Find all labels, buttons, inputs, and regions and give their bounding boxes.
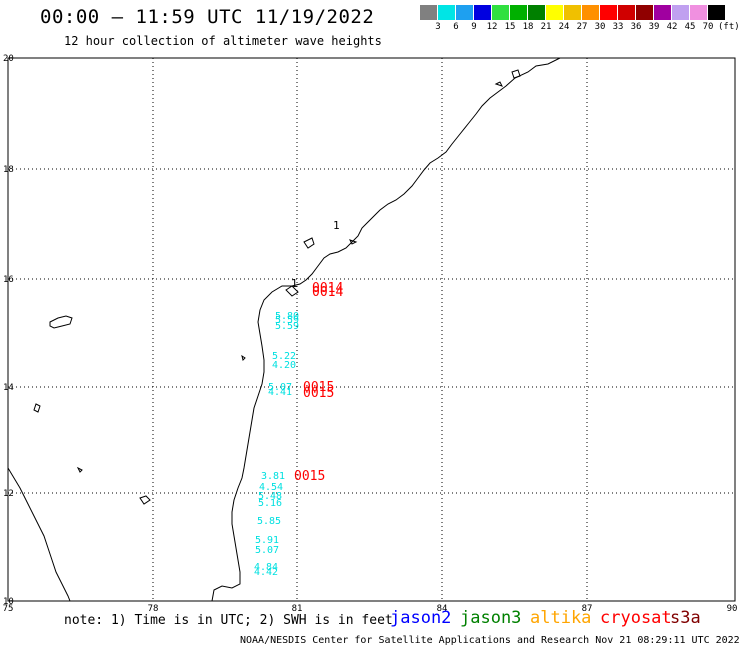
color-scale-label: 45 [684, 22, 696, 32]
color-swatch [708, 5, 726, 20]
color-scale-labels: 3 6 9 12 15 18 21 24 27 30 33 36 39 42 45 70 [420, 22, 740, 34]
wave-height-label: 5.91 [255, 535, 279, 546]
wave-height-label: 4.54 [259, 482, 283, 493]
color-scale-label: 15 [504, 22, 516, 32]
color-swatch [456, 5, 474, 20]
color-scale-label: 24 [558, 22, 570, 32]
color-swatch [654, 5, 672, 20]
lon-label: 78 [148, 604, 159, 614]
color-scale-label: 21 [540, 22, 552, 32]
color-scale-label: 12 [486, 22, 498, 32]
coastline [7, 57, 561, 602]
lon-label: 81 [292, 604, 303, 614]
wave-height-label: 3.81 [261, 471, 285, 482]
color-swatch [528, 5, 546, 20]
color-scale-unit: (ft) [718, 22, 740, 32]
lat-label: 14 [3, 383, 14, 393]
color-swatch [636, 5, 654, 20]
wave-height-label: 4.41 [268, 387, 292, 398]
color-swatch [618, 5, 636, 20]
satellite-legend-cryosat: cryosat [600, 608, 672, 628]
wave-height-label: 5.80 [275, 311, 299, 322]
wave-height-label: 5.22 [272, 351, 296, 362]
cryosat-label: 0014 [312, 281, 343, 296]
wave-height-label: 4.42 [254, 567, 278, 578]
page-title: 00:00 – 11:59 UTC 11/19/2022 [40, 6, 375, 28]
island-mark: 1 [291, 277, 298, 290]
color-swatch [492, 5, 510, 20]
island-mark: 1 [333, 219, 340, 232]
lon-label: 90 [727, 604, 738, 614]
cryosat-label: 0015 [303, 380, 334, 395]
island-marks: 11 [291, 219, 340, 290]
color-swatch [474, 5, 492, 20]
color-scale-label: 33 [612, 22, 624, 32]
color-swatch [510, 5, 528, 20]
lon-label: 75 [3, 604, 14, 614]
lat-label: 10 [3, 597, 14, 607]
footer-credit: NOAA/NESDIS Center for Satellite Applica… [240, 635, 740, 646]
color-scale-label: 18 [522, 22, 534, 32]
lon-label: 87 [582, 604, 593, 614]
wave-height-label: 5.48 [258, 491, 282, 502]
wave-height-label: 4.20 [272, 360, 296, 371]
color-swatch [672, 5, 690, 20]
cryosat-label: 0015 [294, 469, 325, 484]
color-scale [420, 5, 726, 20]
wave-height-label: 5.59 [275, 315, 299, 326]
color-scale-label: 42 [666, 22, 678, 32]
lat-label: 12 [3, 489, 14, 499]
wave-height-label: 5.07 [255, 545, 279, 556]
lat-label: 20 [3, 54, 14, 64]
color-scale-label: 70 [702, 22, 714, 32]
color-scale-label: 27 [576, 22, 588, 32]
wave-height-label: 4.84 [254, 562, 278, 573]
color-swatch [564, 5, 582, 20]
lon-axis-labels: 75 78 81 84 87 90 [3, 604, 738, 614]
wave-height-labels: 5.805.595.595.224.205.074.413.814.545.48… [254, 311, 299, 578]
color-scale-label: 30 [594, 22, 606, 32]
cryosat-label: 0014 [312, 285, 343, 300]
wave-height-label: 5.16 [258, 498, 282, 509]
satellite-legend-altika: altika [530, 608, 592, 628]
satellite-legend-jason2: jason2 [390, 608, 452, 628]
wave-height-label: 5.85 [257, 516, 281, 527]
color-swatch [690, 5, 708, 20]
color-scale-label: 39 [648, 22, 660, 32]
color-swatch [582, 5, 600, 20]
map-frame [7, 57, 736, 602]
map-grid [8, 58, 735, 601]
color-swatch [420, 5, 438, 20]
color-swatch [600, 5, 618, 20]
color-scale-label: 6 [453, 22, 459, 32]
lat-label: 18 [3, 165, 14, 175]
footer-note: note: 1) Time is in UTC; 2) SWH is in fe… [64, 613, 393, 628]
lat-axis-labels: 20 18 16 14 12 10 [3, 54, 14, 607]
satellite-legend-s3a: s3a [670, 608, 701, 628]
satellite-legend-jason3: jason3 [460, 608, 522, 628]
page-subtitle: 12 hour collection of altimeter wave hei… [64, 34, 382, 48]
color-scale-label: 9 [471, 22, 477, 32]
lon-label: 84 [437, 604, 448, 614]
cryosat-label: 0015 [303, 386, 334, 401]
wave-height-label: 5.59 [275, 321, 299, 332]
color-scale-label: 3 [435, 22, 441, 32]
wave-height-label: 5.07 [268, 382, 292, 393]
color-scale-label: 36 [630, 22, 642, 32]
lat-label: 16 [3, 275, 14, 285]
color-swatch [546, 5, 564, 20]
color-swatch [438, 5, 456, 20]
